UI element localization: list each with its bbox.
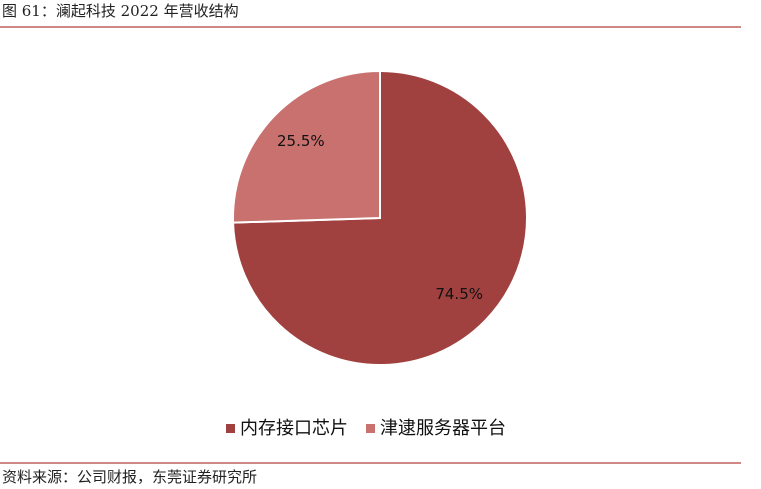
data-label: 74.5% <box>435 285 483 303</box>
legend-swatch <box>366 424 375 433</box>
legend-swatch <box>226 424 235 433</box>
data-label: 25.5% <box>277 132 325 150</box>
pie-slice <box>232 69 381 224</box>
chart-title: 图 61：澜起科技 2022 年营收结构 <box>2 2 239 20</box>
source: 资料来源：公司财报，东莞证券研究所 <box>2 468 257 486</box>
legend-label: 津逮服务器平台 <box>380 418 506 439</box>
legend-label: 内存接口芯片 <box>240 418 348 439</box>
